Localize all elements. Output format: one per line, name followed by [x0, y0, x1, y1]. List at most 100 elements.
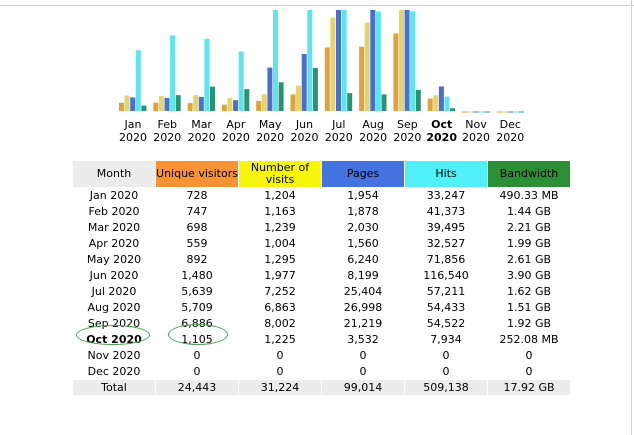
header-month: Month: [73, 161, 155, 187]
cell-unique: 0: [193, 349, 201, 362]
bar-feb-series-0: [153, 102, 159, 111]
x-tick-year-may: 2020: [256, 131, 284, 144]
bar-jan-series-3: [135, 50, 141, 111]
bar-may-series-1: [261, 94, 267, 111]
bar-dec-series-1: [501, 111, 508, 113]
bar-jul-series-3: [341, 10, 347, 111]
cell-month: Dec 2020: [87, 365, 141, 378]
bar-jan-series-1: [124, 95, 130, 111]
bar-sep-series-4: [415, 89, 421, 111]
x-tick-month-jul: Jul: [331, 118, 345, 131]
annotation-circle-month: [76, 325, 150, 345]
bar-aug-series-1: [364, 22, 370, 112]
cell-visits: 1,004: [264, 237, 296, 250]
cell-visits: 1,204: [264, 189, 296, 202]
bar-nov-series-1: [467, 111, 474, 113]
x-tick-year-nov: 2020: [462, 131, 490, 144]
bar-jun-series-2: [301, 53, 307, 111]
bar-may-series-3: [273, 10, 278, 111]
bar-nov-series-4: [484, 111, 490, 113]
x-tick-year-feb: 2020: [153, 131, 181, 144]
bar-aug-series-4: [381, 94, 387, 111]
cell-visits: 6,863: [264, 301, 296, 314]
x-tick-month-aug: Aug: [362, 118, 383, 131]
bar-oct-series-1: [433, 95, 439, 111]
x-tick-month-apr: Apr: [226, 118, 246, 131]
x-tick-year-apr: 2020: [222, 131, 250, 144]
cell-bandwidth: 2.21 GB: [506, 221, 552, 234]
cell-pages: 6,240: [347, 253, 379, 266]
bar-nov-series-3: [478, 111, 485, 113]
cell-hits: 7,934: [430, 333, 462, 346]
cell-hits: 32,527: [426, 237, 466, 250]
cell-pages: 26,998: [343, 301, 383, 314]
x-tick-year-oct: 2020: [426, 131, 457, 144]
cell-month: May 2020: [86, 253, 142, 266]
cell-total-pages: 99,014: [322, 380, 404, 395]
cell-total-visits: 31,224: [239, 380, 321, 395]
cell-hits: 116,540: [423, 269, 469, 282]
cell-pages: 8,199: [347, 269, 379, 282]
cell-pages: 25,404: [343, 285, 383, 298]
cell-hits: 71,856: [426, 253, 466, 266]
table-header-row: Month Unique visitors Number of visits P…: [73, 161, 570, 187]
bar-jul-series-0: [324, 47, 330, 111]
cell-visits: 0: [276, 365, 284, 378]
cell-total-bandwidth: 17.92 GB: [488, 380, 570, 395]
bar-jul-series-4: [347, 93, 353, 111]
bar-jul-series-1: [330, 17, 336, 111]
cell-unique: 559: [186, 237, 208, 250]
header-unique-visitors: Unique visitors: [156, 161, 238, 187]
bar-dec-series-3: [513, 111, 519, 113]
cell-pages: 1,878: [347, 205, 379, 218]
table-row: Jan 2020 728 1,204 1,954 33,247 490.33 M…: [73, 188, 570, 203]
bar-dec-series-4: [518, 111, 525, 113]
table-row: Dec 2020 0 0 0 0 0: [73, 364, 570, 379]
bar-mar-series-3: [204, 38, 210, 111]
cell-bandwidth: 2.61 GB: [506, 253, 552, 266]
cell-hits: 54,522: [426, 317, 466, 330]
table-row: Jun 2020 1,480 1,977 8,199 116,540 3.90 …: [73, 268, 570, 283]
bar-jun-series-3: [307, 10, 313, 111]
bar-mar-series-4: [210, 86, 215, 111]
cell-visits: 1,977: [264, 269, 296, 282]
cell-unique: 747: [186, 205, 208, 218]
bar-aug-series-2: [370, 10, 376, 111]
window-top-border: [0, 0, 634, 6]
cell-bandwidth: 3.90 GB: [506, 269, 552, 282]
table-row: Mar 2020 698 1,239 2,030 39,495 2.21 GB: [73, 220, 570, 235]
bar-feb-series-1: [158, 96, 164, 111]
bar-may-series-2: [267, 67, 273, 111]
x-tick-year-aug: 2020: [359, 131, 387, 144]
header-pages: Pages: [322, 161, 404, 187]
bar-apr-series-2: [233, 100, 239, 111]
bar-feb-series-4: [175, 95, 181, 111]
bar-oct-series-3: [444, 96, 450, 111]
bar-jul-series-2: [336, 10, 341, 111]
cell-unique: 892: [186, 253, 208, 266]
header-visits: Number of visits: [239, 161, 321, 187]
table-row: May 2020 892 1,295 6,240 71,856 2.61 GB: [73, 252, 570, 267]
x-tick-year-dec: 2020: [496, 131, 524, 144]
bar-oct-series-2: [438, 86, 444, 111]
bar-apr-series-0: [221, 104, 227, 111]
bar-jan-series-2: [130, 97, 136, 111]
cell-visits: 0: [276, 349, 284, 362]
bar-sep-series-0: [393, 33, 399, 111]
table-row: Nov 2020 0 0 0 0 0: [73, 348, 570, 363]
cell-month: Jul 2020: [91, 285, 137, 298]
table-total-row: Total 24,443 31,224 99,014 509,138 17.92…: [73, 380, 570, 395]
x-tick-month-sep: Sep: [397, 118, 418, 131]
bar-apr-series-1: [227, 98, 233, 111]
cell-bandwidth: 1.99 GB: [506, 237, 552, 250]
cell-month: Mar 2020: [87, 221, 141, 234]
bar-apr-series-3: [238, 51, 244, 111]
cell-pages: 1,954: [347, 189, 379, 202]
bar-oct-series-4: [450, 108, 456, 111]
cell-unique: 0: [193, 365, 201, 378]
bar-jan-series-4: [141, 105, 147, 111]
table-row: Feb 2020 747 1,163 1,878 41,373 1.44 GB: [73, 204, 570, 219]
cell-unique: 728: [186, 189, 208, 202]
bar-jun-series-1: [296, 85, 302, 111]
bar-jun-series-4: [312, 68, 318, 111]
